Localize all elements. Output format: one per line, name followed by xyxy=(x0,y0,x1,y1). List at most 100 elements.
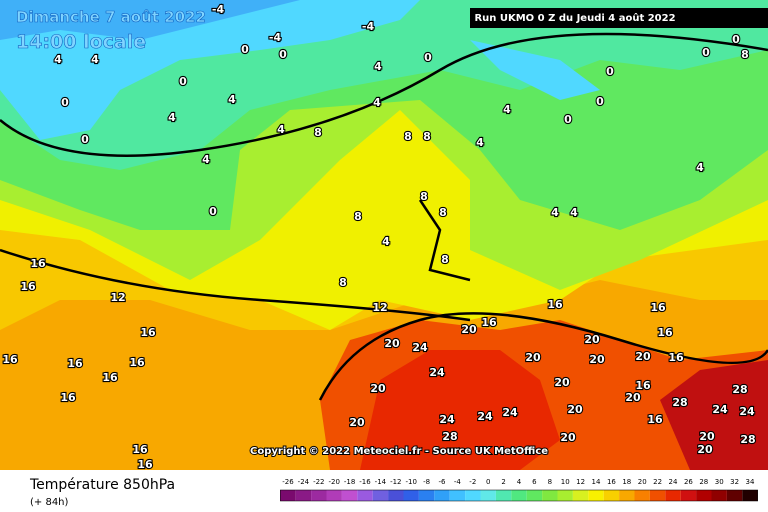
colorbar-cell xyxy=(357,490,373,501)
contour-label: 4 xyxy=(202,153,210,166)
zone-28 xyxy=(660,360,768,470)
colorbar-cell xyxy=(372,490,389,501)
contour-label: 16 xyxy=(60,391,76,404)
contour-label: 16 xyxy=(657,326,673,339)
contour-label: 16 xyxy=(137,458,153,471)
contour-label: 12 xyxy=(110,291,125,304)
contour-label: 24 xyxy=(429,366,445,379)
contour-label: 4 xyxy=(503,103,511,116)
contour-label: 8 xyxy=(404,130,412,143)
contour-label: 0 xyxy=(241,43,249,56)
contour-label: 8 xyxy=(423,130,431,143)
contour-label: 20 xyxy=(384,337,400,350)
colorbar-cell xyxy=(388,490,404,501)
contour-label: 16 xyxy=(481,316,497,329)
colorbar-cell xyxy=(711,490,727,501)
colorbar-tick-label: 12 xyxy=(576,478,585,486)
colorbar-cell xyxy=(526,490,543,501)
contour-label: 20 xyxy=(589,353,605,366)
colorbar-cell xyxy=(696,490,712,501)
contour-label: 16 xyxy=(635,379,651,392)
colorbar-tick-label: -16 xyxy=(359,478,371,486)
colorbar-cell xyxy=(341,490,358,501)
contour-label: 16 xyxy=(67,357,83,370)
contour-label: 0 xyxy=(209,205,217,218)
contour-label: 0 xyxy=(564,113,572,126)
contour-label: 20 xyxy=(635,350,651,363)
contour-label: 28 xyxy=(442,430,457,443)
contour-label: 0 xyxy=(179,75,187,88)
colorbar-cell xyxy=(511,490,527,501)
colorbar-cell xyxy=(418,490,435,501)
colorbar-cell xyxy=(311,490,327,501)
colorbar-cell xyxy=(280,490,296,501)
colorbar-tick-label: 20 xyxy=(638,478,647,486)
colorbar-tick-label: 18 xyxy=(622,478,631,486)
colorbar-cell xyxy=(572,490,589,501)
colorbar-tick-label: 10 xyxy=(561,478,570,486)
contour-label: 4 xyxy=(551,206,559,219)
contour-label: 16 xyxy=(647,413,663,426)
contour-label: -4 xyxy=(212,3,225,16)
contour-label: 0 xyxy=(702,46,710,59)
colorbar-tick-label: -2 xyxy=(469,478,476,486)
contour-label: 8 xyxy=(439,206,447,219)
colorbar-tick-label: -24 xyxy=(298,478,310,486)
contour-label: 24 xyxy=(477,410,493,423)
contour-label: 4 xyxy=(476,136,484,149)
footer-lead: (+ 84h) xyxy=(30,497,69,508)
colorbar-cell xyxy=(742,490,758,501)
forecast-time: 14:00 locale xyxy=(16,31,146,53)
contour-label: 4 xyxy=(54,53,62,66)
colorbar-cell xyxy=(665,490,681,501)
contour-label: 4 xyxy=(382,235,390,248)
colorbar-tick-label: -18 xyxy=(344,478,355,486)
contour-label: 20 xyxy=(697,443,713,456)
contour-label: 4 xyxy=(277,123,285,136)
contour-label: 8 xyxy=(420,190,428,203)
contour-label: 16 xyxy=(129,356,145,369)
copyright: Copyright © 2022 Meteociel.fr - Source U… xyxy=(250,446,548,457)
colorbar: -26 -24 -22 -20 -18 -16 -14 -12 -10 -8 -6 -4 -2 0 2 4 6 8… xyxy=(280,478,758,502)
contour-label: 4 xyxy=(373,96,381,109)
colorbar-cell xyxy=(542,490,558,501)
colorbar-cell xyxy=(403,490,419,501)
contour-label: 16 xyxy=(2,353,18,366)
colorbar-tick-label: 24 xyxy=(669,478,678,486)
colorbar-tick-label: 8 xyxy=(548,478,552,486)
colorbar-tick-label: -12 xyxy=(390,478,401,486)
contour-label: 4 xyxy=(570,206,578,219)
colorbar-cell xyxy=(603,490,620,501)
contour-label: 4 xyxy=(696,161,704,174)
colorbar-tick-label: -14 xyxy=(375,478,387,486)
contour-label: 0 xyxy=(81,133,89,146)
contour-label: 28 xyxy=(732,383,747,396)
contour-label: 24 xyxy=(412,341,428,354)
run-info: Run UKMO 0 Z du Jeudi 4 août 2022 xyxy=(474,12,675,24)
contour-label: 16 xyxy=(30,257,46,270)
contour-label: 20 xyxy=(370,382,386,395)
contour-label: 8 xyxy=(314,126,322,139)
contour-line xyxy=(318,312,768,401)
contour-label: -4 xyxy=(269,31,282,44)
contour-label: 4 xyxy=(228,93,236,106)
contour-label: 16 xyxy=(650,301,666,314)
contour-label: 8 xyxy=(741,48,749,61)
contour-label: 8 xyxy=(441,253,449,266)
contour-label: 20 xyxy=(567,403,583,416)
colorbar-tick-label: 30 xyxy=(715,478,724,486)
contour-label: 28 xyxy=(740,433,755,446)
colorbar-cell xyxy=(295,490,312,501)
colorbar-tick-label: 2 xyxy=(501,478,505,486)
contour-label: 4 xyxy=(91,53,99,66)
contour-label: 4 xyxy=(168,111,176,124)
contour-label: 20 xyxy=(349,416,365,429)
colorbar-cell xyxy=(434,490,450,501)
colorbar-cell xyxy=(480,490,496,501)
footer-title: Température 850hPa xyxy=(29,477,175,493)
colorbar-tick-label: 4 xyxy=(517,478,522,486)
contours xyxy=(0,32,768,401)
contour-label: 16 xyxy=(547,298,563,311)
contour-label: 20 xyxy=(560,431,576,444)
